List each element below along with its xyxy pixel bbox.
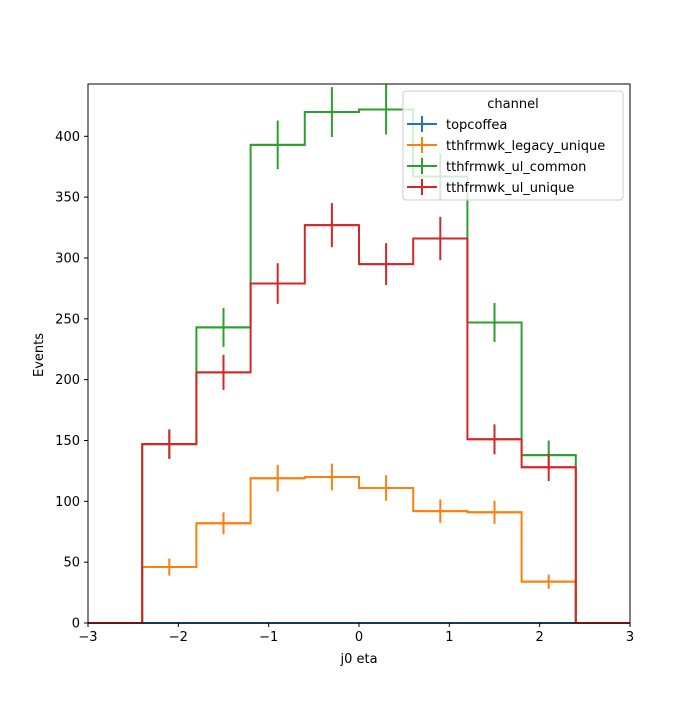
x-axis-label: j0 eta	[339, 652, 377, 667]
y-tick-label: 350	[55, 191, 80, 206]
legend: channel topcoffea tthfrmwk_legacy_uniquett…	[402, 90, 624, 201]
x-tick-label: 1	[445, 630, 453, 645]
x-tick-label: 2	[536, 630, 544, 645]
legend-entry: tthfrmwk_ul_unique	[407, 179, 574, 196]
y-tick-label: 0	[72, 617, 80, 632]
y-tick-label: 200	[55, 373, 80, 388]
y-tick-label: 150	[55, 434, 80, 449]
x-tick-label: −3	[78, 630, 97, 645]
legend-label: tthfrmwk_ul_common	[446, 160, 586, 175]
legend-label: tthfrmwk_legacy_unique	[446, 139, 605, 154]
x-tick-label: 3	[626, 630, 634, 645]
y-axis-label: Events	[32, 333, 47, 377]
axes: −3 −2 −1 0 1 2 3 0 50 100 150 200 250 300 350 400	[55, 83, 634, 645]
step-line-tthfrmwk_ul_unique	[88, 224, 630, 624]
legend-label: topcoffea	[446, 118, 507, 133]
legend-label: tthfrmwk_ul_unique	[446, 181, 574, 196]
legend-title: channel	[487, 97, 538, 112]
legend-box	[402, 90, 624, 201]
series-tthfrmwk_legacy_unique	[88, 463, 630, 624]
plot-area	[88, 84, 630, 624]
x-tick-label: −1	[259, 630, 278, 645]
y-tick-label: 250	[55, 312, 80, 327]
y-tick-label: 300	[55, 251, 80, 266]
y-tick-label: 50	[63, 556, 80, 571]
legend-entry: tthfrmwk_legacy_unique	[407, 137, 605, 154]
legend-entry: tthfrmwk_ul_common	[407, 158, 586, 175]
y-tick-label: 400	[55, 130, 80, 145]
step-line-tthfrmwk_legacy_unique	[88, 475, 630, 624]
y-tick-label: 100	[55, 495, 80, 510]
x-tick-label: −2	[169, 630, 188, 645]
legend-entry: topcoffea	[407, 116, 507, 133]
series-tthfrmwk_ul_unique	[88, 203, 630, 624]
x-tick-label: 0	[355, 630, 363, 645]
